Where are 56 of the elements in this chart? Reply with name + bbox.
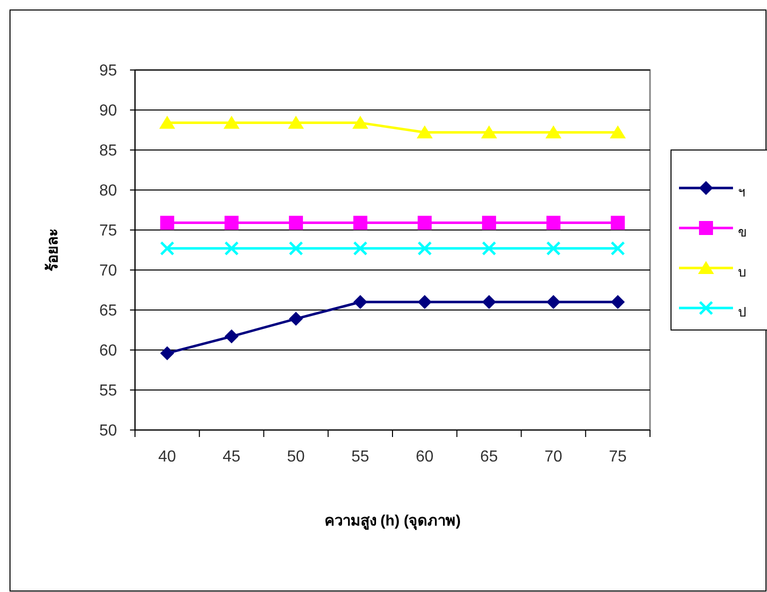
x-tick-label: 40 bbox=[158, 448, 176, 466]
x-tick-label: 60 bbox=[416, 448, 434, 466]
y-tick-label: 60 bbox=[99, 342, 118, 360]
point bbox=[353, 241, 368, 256]
point bbox=[546, 295, 560, 309]
point bbox=[481, 125, 498, 138]
x-tick-label: 70 bbox=[544, 448, 562, 466]
y-tick-label: 95 bbox=[99, 62, 118, 80]
y-tick-label: 80 bbox=[99, 182, 118, 200]
legend-label: ข bbox=[738, 224, 747, 240]
y-tick-label: 85 bbox=[99, 142, 118, 160]
y-tick-label: 70 bbox=[99, 262, 118, 280]
point bbox=[224, 216, 239, 230]
point bbox=[224, 329, 239, 344]
y-axis-title: ร้อยละ bbox=[44, 228, 62, 272]
point bbox=[159, 116, 176, 129]
point bbox=[418, 216, 432, 230]
point bbox=[288, 312, 303, 326]
x-tick-label: 65 bbox=[480, 448, 498, 466]
y-tick-label: 75 bbox=[99, 222, 118, 240]
point bbox=[610, 295, 625, 309]
point bbox=[610, 125, 626, 138]
point bbox=[224, 116, 240, 129]
legend-label: บ bbox=[738, 264, 746, 280]
point bbox=[288, 116, 304, 129]
point bbox=[482, 241, 496, 256]
point bbox=[288, 241, 304, 256]
point bbox=[545, 125, 562, 138]
legend-label: ป bbox=[738, 304, 746, 320]
point bbox=[417, 241, 432, 256]
point bbox=[546, 216, 560, 230]
x-tick-label: 50 bbox=[287, 448, 305, 466]
point bbox=[546, 241, 561, 256]
legend-label: ฯ bbox=[738, 184, 745, 200]
point bbox=[482, 216, 496, 230]
point bbox=[160, 216, 174, 230]
y-tick-label: 50 bbox=[99, 422, 118, 440]
x-tick-label: 55 bbox=[351, 448, 370, 466]
point bbox=[610, 241, 626, 256]
point bbox=[160, 346, 174, 360]
x-tick-label: 75 bbox=[608, 448, 627, 466]
x-axis-title: ความสูง (h) (จุดภาพ) bbox=[324, 512, 461, 530]
x-tick-label: 45 bbox=[222, 448, 241, 466]
point bbox=[353, 216, 368, 230]
point bbox=[288, 216, 303, 230]
point bbox=[610, 216, 625, 230]
point bbox=[418, 295, 432, 309]
y-tick-label: 90 bbox=[99, 102, 118, 120]
y-tick-label: 65 bbox=[99, 302, 118, 320]
y-tick-label: 55 bbox=[99, 382, 118, 400]
point bbox=[160, 241, 174, 256]
point bbox=[416, 125, 433, 138]
point bbox=[224, 241, 239, 256]
point bbox=[352, 116, 368, 129]
point bbox=[482, 295, 496, 309]
point bbox=[353, 295, 368, 309]
